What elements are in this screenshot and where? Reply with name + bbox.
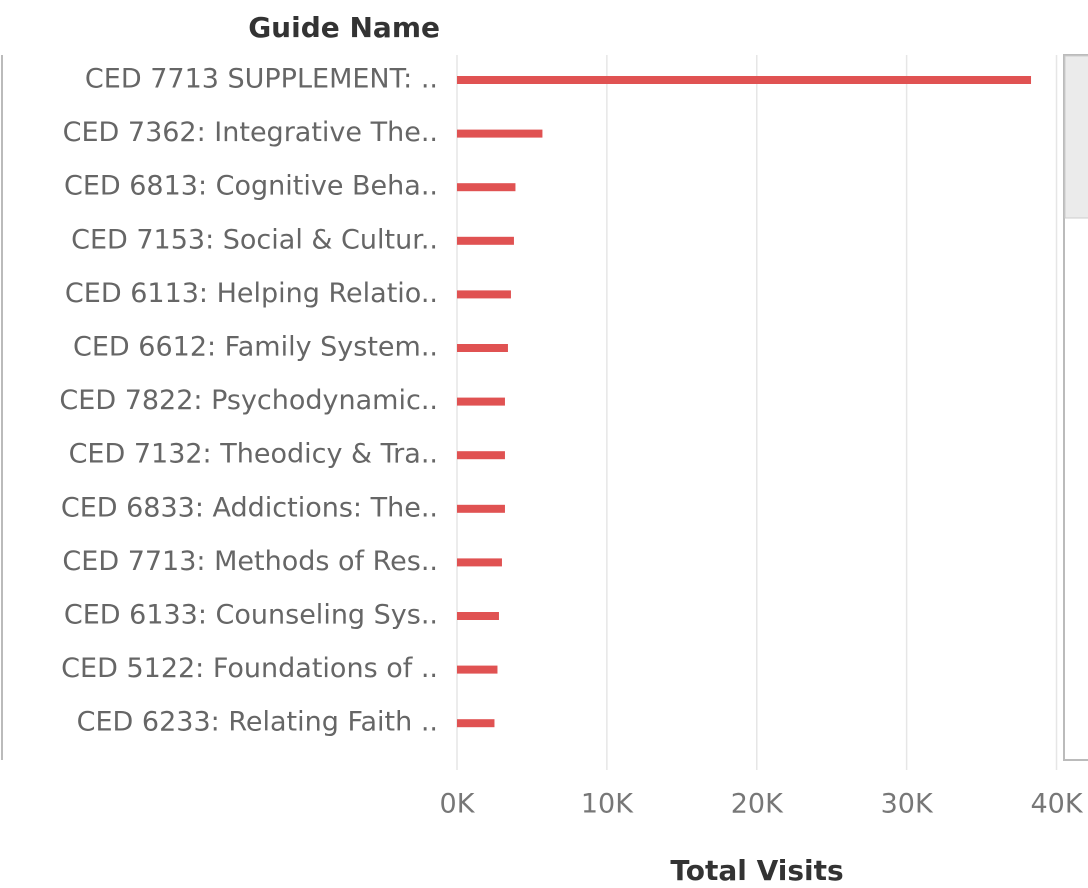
bar xyxy=(457,719,495,728)
bar xyxy=(457,451,505,460)
y-tick-label: CED 6813: Cognitive Beha.. xyxy=(64,171,438,202)
scrollbar-thumb[interactable] xyxy=(1064,55,1088,219)
y-tick-label: CED 7132: Theodicy & Tra.. xyxy=(69,439,438,470)
x-axis-title: Total Visits xyxy=(670,854,843,887)
x-tick-label: 30K xyxy=(881,789,934,820)
y-tick-label: CED 7713: Methods of Res.. xyxy=(62,546,438,577)
bar xyxy=(457,290,511,299)
bar xyxy=(457,665,498,674)
bar xyxy=(457,504,505,513)
category-axis-title: Guide Name xyxy=(248,11,440,44)
bar xyxy=(457,612,499,620)
y-tick-label: CED 7713 SUPPLEMENT: .. xyxy=(85,64,438,95)
y-tick-label: CED 7153: Social & Cultur.. xyxy=(71,224,438,255)
y-tick-label: CED 7822: Psychodynamic.. xyxy=(59,385,438,416)
y-tick-label: CED 6833: Addictions: The.. xyxy=(61,492,438,523)
y-tick-label: CED 5122: Foundations of .. xyxy=(61,653,438,684)
y-tick-label: CED 6113: Helping Relatio.. xyxy=(65,278,438,309)
x-tick-label: 20K xyxy=(731,789,784,820)
x-tick-label: 10K xyxy=(581,789,634,820)
bar xyxy=(457,558,502,567)
x-tick-label: 40K xyxy=(1030,789,1083,820)
bar xyxy=(457,183,516,192)
y-tick-label: CED 7362: Integrative The.. xyxy=(63,117,438,148)
bar xyxy=(457,397,505,406)
y-tick-label: CED 6612: Family System.. xyxy=(73,332,438,363)
scrollbar[interactable] xyxy=(1063,54,1088,761)
bar xyxy=(457,236,514,245)
bar xyxy=(457,129,543,138)
y-tick-label: CED 6233: Relating Faith .. xyxy=(77,707,438,738)
y-tick-label: CED 6133: Counseling Sys.. xyxy=(64,600,438,631)
bar xyxy=(457,344,508,352)
bar xyxy=(457,76,1032,84)
x-tick-label: 0K xyxy=(440,789,476,820)
